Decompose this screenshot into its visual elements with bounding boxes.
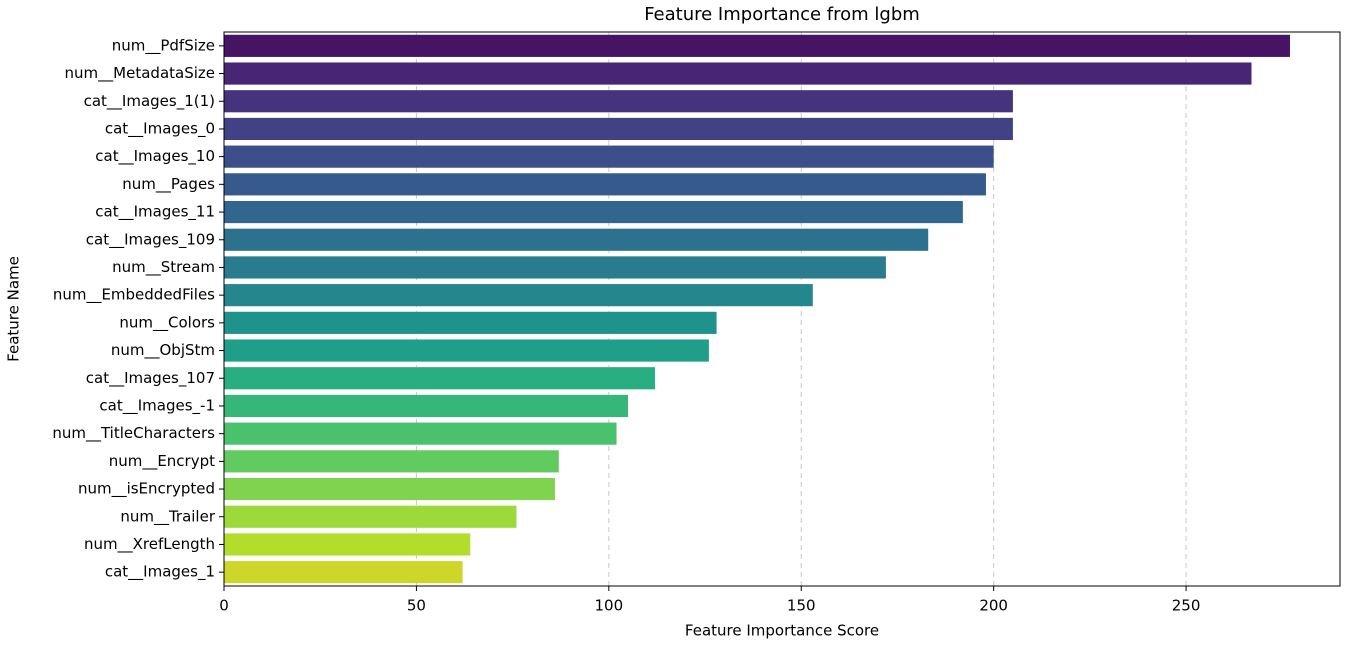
y-tick-label: num__isEncrypted [78,480,215,499]
y-tick-label: cat__Images_-1 [99,396,215,415]
bar [224,505,517,528]
bar [224,533,471,556]
y-tick-label: cat__Images_1(1) [84,92,215,111]
x-tick-label: 50 [407,597,426,615]
x-tick-label: 0 [219,597,229,615]
bar [224,34,1290,57]
plot-frame [223,31,1341,587]
bar [224,228,929,251]
x-tick-label: 200 [979,597,1008,615]
bar [224,256,886,279]
bar [224,311,717,334]
y-tick-label: num__EmbeddedFiles [53,286,215,305]
x-axis-label: Feature Importance Score [685,622,879,640]
y-tick-label: num__XrefLength [84,535,215,554]
y-tick-label: cat__Images_11 [95,203,215,222]
bar [224,173,986,196]
bar [224,145,994,168]
x-tick-label: 150 [787,597,816,615]
y-tick-label: num__Pages [122,175,215,194]
bar [224,450,559,473]
y-tick-label: num__ObjStm [111,341,215,360]
bar [224,367,656,390]
bar [224,62,1252,85]
y-tick-label: num__Colors [119,313,215,332]
y-tick-label: num__MetadataSize [65,64,215,83]
chart-title: Feature Importance from lgbm [644,4,920,25]
y-tick-label: num__Trailer [120,507,216,526]
x-tick-label: 250 [1172,597,1201,615]
y-tick-label: cat__Images_107 [86,369,215,388]
y-tick-label: num__Stream [112,258,215,277]
bar [224,422,617,445]
y-tick-label: num__Encrypt [109,452,215,471]
y-tick-label: num__PdfSize [112,36,215,55]
y-tick-label: cat__Images_10 [95,147,215,166]
bar [224,394,629,418]
y-tick-label: cat__Images_109 [86,230,215,249]
bar [224,284,813,307]
bar [224,339,709,362]
bar [224,117,1013,141]
bar [224,477,555,501]
y-tick-label: cat__Images_0 [105,119,215,138]
bar [224,561,463,584]
y-axis-label: Feature Name [5,256,23,362]
bar [224,200,963,224]
y-tick-label: cat__Images_1 [105,563,215,582]
bar [224,90,1013,113]
y-tick-label: num__TitleCharacters [52,424,215,443]
x-tick-label: 100 [595,597,624,615]
